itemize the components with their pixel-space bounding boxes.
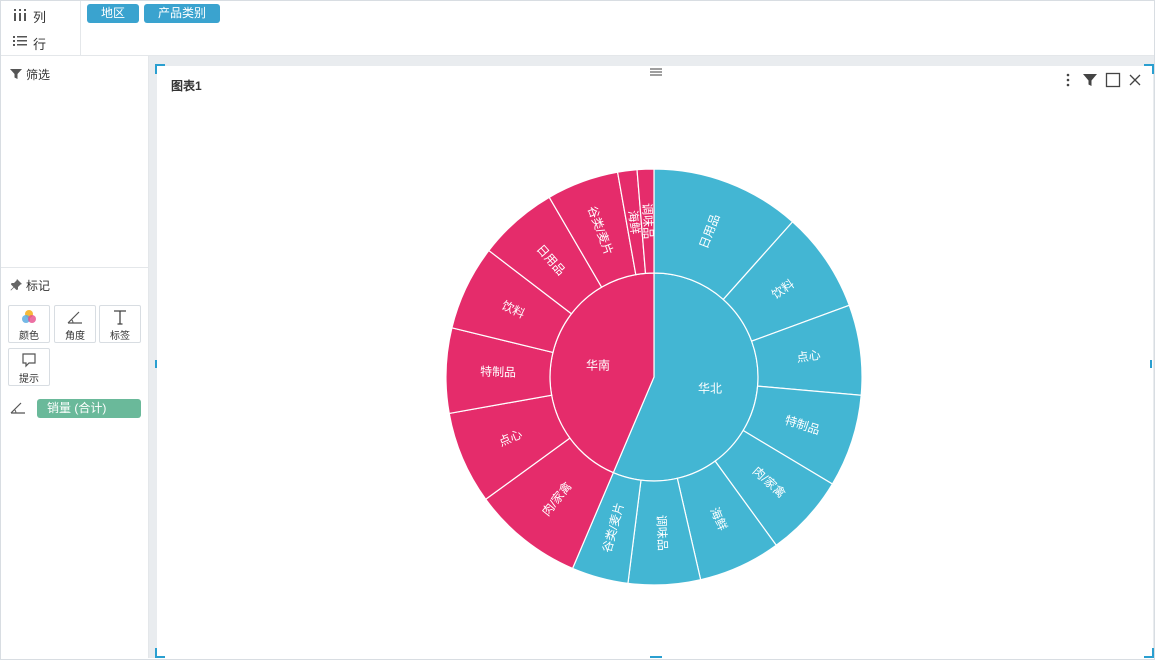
filter-icon xyxy=(10,69,22,79)
tooltip-mark-button[interactable]: 提示 xyxy=(8,348,50,386)
columns-shelf-label: 列 xyxy=(33,10,47,25)
sunburst-outer-label: 调味品 xyxy=(654,514,670,551)
color-mark-label: 颜色 xyxy=(19,331,39,342)
angle-mark-button[interactable]: 角度 xyxy=(54,305,96,343)
sunburst-chart: 华北华南日用品饮料点心特制品肉/家禽海鲜调味品谷类/麦片肉/家禽点心特制品饮料日… xyxy=(445,168,863,586)
angle-mark-label: 角度 xyxy=(65,331,85,342)
sunburst-outer-label: 点心 xyxy=(796,348,822,365)
sunburst-outer-label: 特制品 xyxy=(480,364,516,380)
column-pill-region[interactable]: 地区 xyxy=(87,4,139,23)
sunburst-outer-slice[interactable] xyxy=(636,168,655,274)
column-pill-category[interactable]: 产品类别 xyxy=(144,4,220,23)
chart-card[interactable]: 图表1 华北 华南 日用品 饮料 点心 特制品 肉/家禽 海鲜 调味品 谷类/麦片 肉/家禽 点心 特制… xyxy=(157,66,1153,658)
sunburst-inner-label: 华南 xyxy=(586,358,610,373)
resize-handle-top-right[interactable] xyxy=(1144,64,1154,74)
rows-shelf[interactable]: 行 xyxy=(1,28,1154,56)
rows-shelf-label: 行 xyxy=(33,37,47,52)
resize-handle-left[interactable] xyxy=(155,360,157,368)
filter-section-title: 筛选 xyxy=(10,66,50,83)
text-icon xyxy=(114,310,126,325)
color-mark-button[interactable]: 颜色 xyxy=(8,305,50,343)
resize-handle-top-left[interactable] xyxy=(155,64,165,74)
measure-pill-sales-sum[interactable]: 销量 (合计) xyxy=(37,399,141,418)
tooltip-mark-label: 提示 xyxy=(19,374,39,385)
section-divider xyxy=(1,267,148,268)
sunburst-inner-label: 华北 xyxy=(698,381,722,395)
list-icon xyxy=(13,36,27,46)
filter-icon[interactable] xyxy=(1082,72,1098,88)
columns-shelf-header: 列 xyxy=(1,1,81,28)
more-icon[interactable] xyxy=(1060,72,1076,88)
sunburst-outer-label: 海鲜 xyxy=(625,209,643,235)
marks-section-title: 标记 xyxy=(10,277,50,294)
marks-title-text: 标记 xyxy=(26,279,51,293)
chart-toolbar xyxy=(1057,72,1143,88)
close-icon[interactable] xyxy=(1127,72,1143,88)
resize-handle-right[interactable] xyxy=(1150,360,1152,368)
left-panel: 筛选 标记 颜色 角度 标签 提示 销量 (合计) xyxy=(1,56,149,658)
filter-title-text: 筛选 xyxy=(26,68,51,82)
label-mark-button[interactable]: 标签 xyxy=(99,305,141,343)
drag-handle-icon[interactable] xyxy=(649,67,663,77)
columns-icon xyxy=(14,9,26,21)
sunburst-outer-label: 调味品 xyxy=(640,203,655,240)
rows-shelf-header: 行 xyxy=(1,28,81,55)
chart-title: 图表1 xyxy=(171,79,202,93)
angle-icon xyxy=(10,402,25,414)
maximize-icon[interactable] xyxy=(1105,72,1121,88)
pin-icon xyxy=(10,279,22,291)
resize-handle-bottom-right[interactable] xyxy=(1144,648,1154,658)
palette-icon xyxy=(22,310,36,323)
label-mark-label: 标签 xyxy=(110,331,130,342)
columns-shelf[interactable]: 列 地区 产品类别 xyxy=(1,1,1154,29)
resize-handle-bottom-left[interactable] xyxy=(155,648,165,658)
resize-handle-bottom[interactable] xyxy=(650,656,662,658)
speech-bubble-icon xyxy=(22,353,36,368)
angle-icon xyxy=(67,311,82,324)
